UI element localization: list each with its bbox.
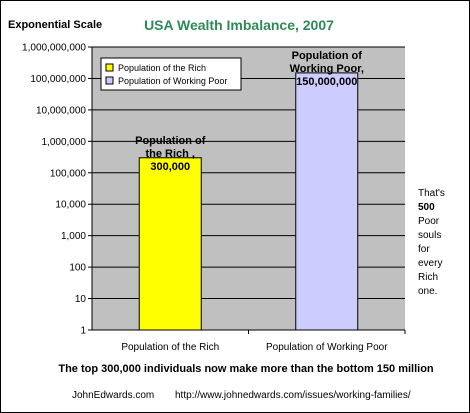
scale-label: Exponential Scale: [8, 19, 102, 31]
side-note-line: souls: [418, 230, 441, 241]
y-tick-label: 1,000,000,000: [22, 43, 86, 54]
data-label: 300,000: [150, 161, 190, 173]
legend-swatch: [105, 63, 114, 72]
data-label: the Rich ,: [145, 148, 195, 160]
caption: The top 300,000 individuals now make mor…: [58, 363, 434, 375]
side-note-line: 500: [418, 202, 435, 213]
y-tick-label: 10,000: [55, 200, 86, 211]
side-note-line: Poor: [418, 216, 440, 227]
side-note-line: Rich: [418, 272, 438, 283]
chart-title: USA Wealth Imbalance, 2007: [144, 17, 334, 33]
side-note-line: for: [418, 244, 430, 255]
footer-left: JohnEdwards.com: [72, 390, 154, 401]
bar: [295, 72, 359, 331]
x-category-label: Population of Working Poor: [266, 342, 388, 353]
data-label: Working Poor,: [290, 63, 364, 75]
legend-box: [100, 57, 242, 91]
y-tick-label: 1,000,000: [42, 137, 87, 148]
x-category-label: Population of the Rich: [121, 342, 219, 353]
y-tick-label: 100: [69, 263, 86, 274]
side-note-line: That's: [418, 188, 445, 199]
footer-url: http://www.johnedwards.com/issues/workin…: [175, 390, 411, 401]
legend-entry: Population of the Rich: [118, 63, 206, 73]
legend-entry: Population of Working Poor: [118, 76, 227, 86]
data-label: 150,000,000: [296, 76, 357, 88]
bar: [138, 157, 202, 331]
side-note-line: every: [418, 258, 442, 269]
y-tick-label: 10,000,000: [36, 105, 86, 116]
data-label: Population of: [135, 135, 206, 147]
data-label: Population of: [292, 50, 363, 62]
legend-swatch: [105, 76, 114, 85]
y-tick-label: 100,000: [50, 168, 87, 179]
y-tick-label: 1,000: [61, 231, 86, 242]
y-tick-label: 10: [75, 294, 87, 305]
side-note-line: one.: [418, 286, 437, 297]
y-tick-label: 100,000,000: [30, 74, 86, 85]
y-tick-label: 1: [80, 326, 86, 337]
